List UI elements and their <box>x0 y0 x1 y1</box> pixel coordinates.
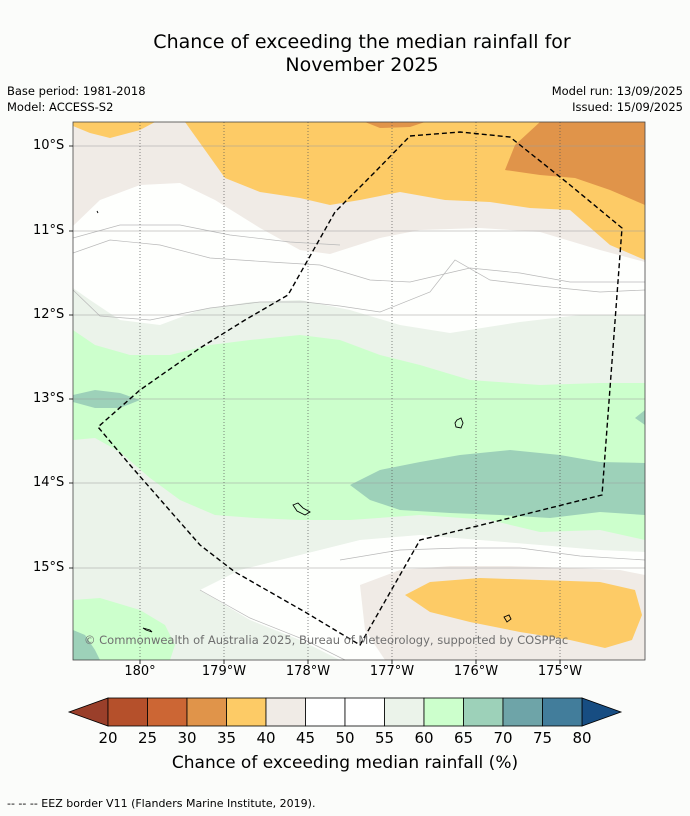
colorbar-tick-label: 55 <box>374 729 395 747</box>
colorbar-tick-label: 30 <box>177 729 197 747</box>
lon-label-177w: 177°W <box>369 664 415 679</box>
colorbar-tick-label: 25 <box>137 729 158 747</box>
colorbar-tick-label: 80 <box>572 729 592 747</box>
colorbar-tick-label: 50 <box>335 729 355 747</box>
map-area <box>73 122 645 660</box>
issued-date: Issued: 15/09/2025 <box>572 100 683 114</box>
island-southwest <box>142 627 153 633</box>
lon-label-180: 180° <box>124 664 156 679</box>
colorbar-under-arrow <box>67 697 109 727</box>
meta-left: Base period: 1981-2018 Model: ACCESS-S2 <box>7 83 146 115</box>
colorbar-tick-label: 20 <box>98 729 118 747</box>
colorbar-segment <box>542 697 583 727</box>
lat-label-15s: 15°S <box>33 560 65 575</box>
region-65-70-east <box>350 450 645 518</box>
colorbar-tick-label: 65 <box>453 729 474 747</box>
colorbar-segment <box>423 697 464 727</box>
colorbar-segment <box>305 697 346 727</box>
lon-ticks <box>139 660 561 664</box>
map-title: Chance of exceeding the median rainfall … <box>0 31 690 77</box>
model-name: Model: ACCESS-S2 <box>7 100 114 114</box>
colorbar-segment <box>463 697 504 727</box>
lat-ticks <box>69 145 73 569</box>
region-30-35-north-small <box>365 122 425 128</box>
colorbar-tick-label: 60 <box>414 729 434 747</box>
lat-label-12s: 12°S <box>33 307 65 322</box>
colorbar-tick-label: 45 <box>295 729 316 747</box>
colorbar-segment <box>344 697 385 727</box>
colorbar-segment <box>186 697 227 727</box>
colorbar-segment <box>265 697 306 727</box>
map-frame <box>72 121 646 661</box>
region-30-35-northeast <box>505 122 645 205</box>
model-run: Model run: 13/09/2025 <box>551 84 683 98</box>
colorbar-segment <box>226 697 267 727</box>
region-65-70-southwest <box>73 630 100 660</box>
latitude-gridlines <box>73 145 645 569</box>
lon-label-175w: 175°W <box>537 664 583 679</box>
region-65-70-edge <box>635 410 645 425</box>
title-line-2: November 2025 <box>285 54 439 76</box>
eez-footnote: -- -- -- EEZ border V11 (Flanders Marine… <box>7 797 316 810</box>
region-35-40-northwest <box>73 122 155 138</box>
island-wallis <box>454 417 464 429</box>
colorbar-segment <box>502 697 543 727</box>
island-futuna <box>292 502 311 516</box>
lat-label-10s: 10°S <box>33 138 65 153</box>
lat-label-13s: 13°S <box>33 391 65 406</box>
contour-lines <box>73 224 645 660</box>
colorbar-segment <box>147 697 188 727</box>
lat-label-14s: 14°S <box>33 475 65 490</box>
base-period: Base period: 1981-2018 <box>7 84 146 98</box>
colorbar-over-arrow <box>581 697 623 727</box>
copyright-notice: © Commonwealth of Australia 2025, Bureau… <box>84 633 569 647</box>
colorbar-tick-label: 75 <box>532 729 553 747</box>
lat-label-11s: 11°S <box>33 223 65 238</box>
lon-label-176w: 176°W <box>453 664 499 679</box>
lon-label-179w: 179°W <box>201 664 247 679</box>
lon-label-178w: 178°W <box>285 664 331 679</box>
region-60-65-southwest <box>73 598 175 660</box>
colorbar-tick-label: 70 <box>493 729 513 747</box>
region-35-40-south <box>405 578 642 648</box>
colorbar-segment <box>107 697 148 727</box>
eez-border <box>97 131 623 646</box>
meta-right: Model run: 13/09/2025 Issued: 15/09/2025 <box>552 83 683 115</box>
island-small-south <box>503 614 512 623</box>
colorbar-tick-label: 35 <box>216 729 237 747</box>
colorbar-tick-labels: 20 25 30 35 40 45 50 55 60 65 70 75 80 <box>0 729 690 749</box>
colorbar-segment <box>384 697 425 727</box>
colorbar-tick-label: 40 <box>256 729 276 747</box>
island-outlines <box>96 210 512 633</box>
colorbar <box>67 697 623 727</box>
title-line-1: Chance of exceeding the median rainfall … <box>153 31 571 53</box>
colorbar-label: Chance of exceeding median rainfall (%) <box>171 753 519 773</box>
island-dot-north <box>96 210 99 214</box>
